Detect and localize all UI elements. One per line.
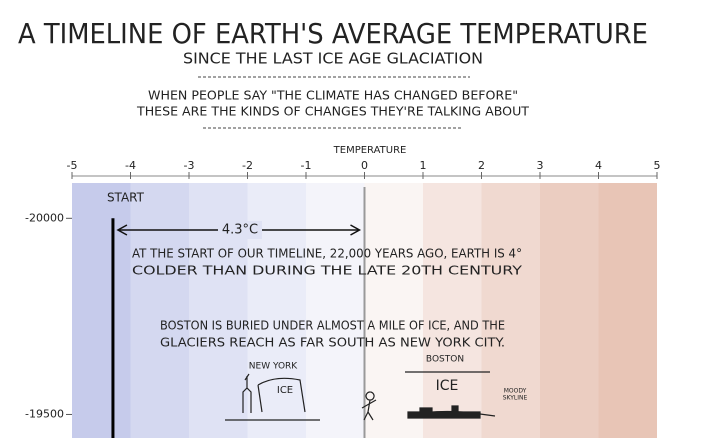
x-tick-label: 2 [478, 159, 485, 172]
y-tick-label: -20000 [25, 211, 64, 224]
arrow-head [350, 224, 362, 236]
x-tick-label: 3 [537, 159, 544, 172]
x-tick-label: 1 [420, 159, 427, 172]
x-axis-label: TEMPERATURE [333, 145, 407, 156]
chart-title: A TIMELINE OF EARTH'S AVERAGE TEMPERATUR… [18, 17, 648, 50]
glacier [257, 377, 306, 413]
span-label: 4.3°C [222, 223, 258, 238]
x-tick-label: -4 [125, 159, 136, 172]
x-tick-label: 4 [595, 159, 602, 172]
x-tick-label: -3 [184, 159, 195, 172]
sketch-label: BOSTON [426, 355, 464, 365]
y-tick-label: -19500 [25, 407, 64, 420]
temperature-band [598, 183, 657, 438]
sketch [225, 371, 496, 421]
annotation: COLDER THAN DURING THE LATE 20TH CENTURY [132, 263, 522, 278]
sketch-label: NEW YORK [249, 362, 299, 372]
sketch-label: ICE [277, 385, 293, 396]
temperature-band [130, 183, 189, 438]
intro-line: THESE ARE THE KINDS OF CHANGES THEY'RE T… [136, 105, 530, 119]
sketch-label: ICE [436, 378, 459, 394]
intro-line: WHEN PEOPLE SAY "THE CLIMATE HAS CHANGED… [148, 89, 518, 103]
x-tick-label: -1 [301, 159, 312, 172]
skyline [407, 405, 481, 419]
annotation: AT THE START OF OUR TIMELINE, 22,000 YEA… [132, 246, 522, 261]
chart-subtitle: SINCE THE LAST ICE AGE GLACIATION [183, 50, 483, 68]
x-tick-label: 0 [361, 159, 368, 172]
stick-figure [361, 391, 377, 421]
arrow-head [116, 224, 128, 236]
temperature-band [306, 183, 365, 438]
sketch-label: MOODY [504, 388, 527, 395]
annotation: BOSTON IS BURIED UNDER ALMOST A MILE OF … [160, 318, 505, 333]
series-label: START [107, 191, 145, 205]
x-tick-label: -5 [67, 159, 78, 172]
x-tick-label: -2 [242, 159, 253, 172]
x-tick-label: 5 [654, 159, 661, 172]
sketch-label: SKYLINE [503, 395, 528, 402]
annotation: GLACIERS REACH AS FAR SOUTH AS NEW YORK … [160, 335, 505, 350]
temperature-band [540, 183, 599, 438]
temperature-band [72, 183, 131, 438]
statue [242, 373, 252, 413]
span-label-bg [218, 221, 262, 239]
temperature-band [364, 183, 423, 438]
temperature-band [481, 183, 540, 438]
temperature-band [423, 183, 482, 438]
